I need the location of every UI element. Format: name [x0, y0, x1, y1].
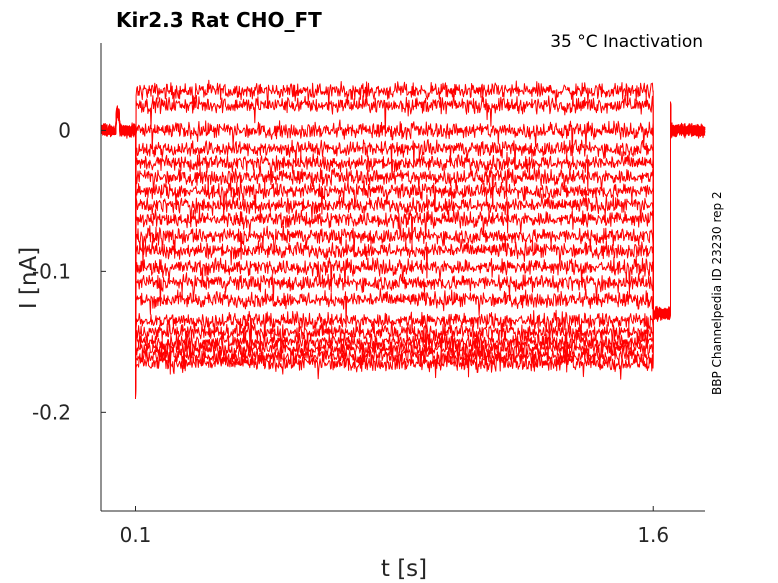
trace-line: [100, 101, 706, 399]
trace-line: [100, 101, 706, 399]
trace-line: [100, 101, 706, 399]
trace-line: [100, 101, 706, 399]
chart-title: Kir2.3 Rat CHO_FT: [116, 8, 322, 32]
trace-line: [100, 101, 706, 399]
trace-line: [100, 101, 706, 399]
trace-line: [100, 101, 706, 399]
trace-line: [100, 101, 706, 399]
y-tick-label: -0.1: [32, 259, 71, 283]
y-tick-label: 0: [58, 118, 71, 142]
x-axis-label: t [s]: [381, 556, 427, 582]
traces-group: [100, 79, 706, 399]
trace-line: [100, 101, 706, 399]
trace-line: [100, 101, 705, 399]
trace-line: [100, 101, 706, 399]
trace-line: [100, 101, 706, 399]
trace-line: [100, 101, 706, 399]
side-label: BBP Channelpedia ID 23230 rep 2: [710, 191, 724, 395]
trace-line: [100, 93, 705, 399]
trace-line: [100, 101, 706, 399]
y-ticks-group: 0 -0.1 -0.2: [32, 118, 106, 424]
x-ticks-group: 0.1 1.6: [120, 506, 669, 547]
x-tick-label: 0.1: [120, 523, 152, 547]
trace-line: [100, 101, 706, 399]
trace-line: [100, 101, 706, 399]
chart-subtitle: 35 °C Inactivation: [550, 32, 703, 52]
y-axis-label: I [nA]: [16, 247, 42, 309]
y-tick-label: -0.2: [32, 400, 71, 424]
trace-line: [100, 79, 706, 399]
x-tick-label: 1.6: [637, 523, 669, 547]
